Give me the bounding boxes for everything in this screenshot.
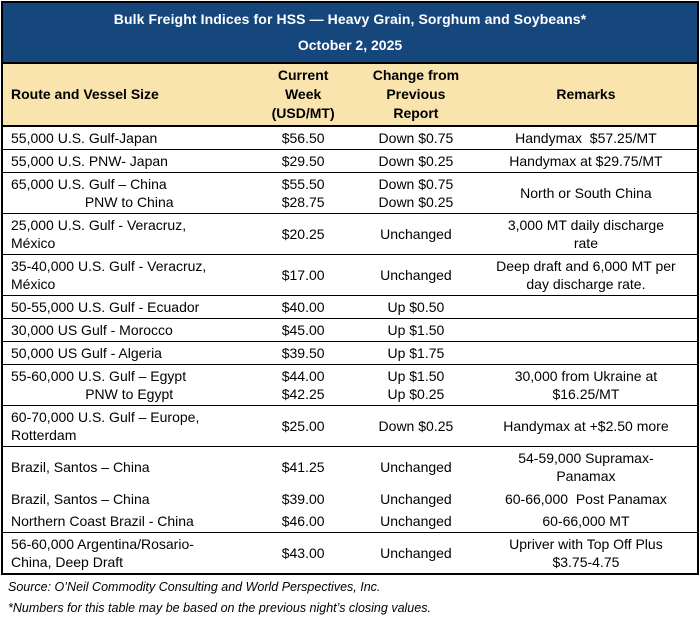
current-week-cell: $39.50 bbox=[281, 345, 325, 361]
remarks-cell: 30,000 from Ukraine at $16.25/MT bbox=[514, 368, 658, 402]
route-subline: PNW to Egypt bbox=[85, 386, 174, 402]
table-row: 50,000 US Gulf - Algeria $39.50 Up $1.75 bbox=[3, 342, 697, 365]
table-row: 50-55,000 U.S. Gulf - Ecuador $40.00 Up $0… bbox=[3, 296, 697, 319]
remarks-cell: 60-66,000 Post Panamax bbox=[504, 490, 667, 507]
table-title-band: Bulk Freight Indices for HSS — Heavy Gra… bbox=[3, 3, 697, 64]
table-row: 35-40,000 U.S. Gulf - Veracruz, México $1… bbox=[3, 255, 697, 296]
route-cell: 55-60,000 U.S. Gulf – Egypt PNW to Egypt bbox=[3, 365, 249, 405]
route-cell: 65,000 U.S. Gulf – China PNW to China bbox=[3, 173, 249, 213]
route-cell: 55,000 U.S. Gulf-Japan bbox=[11, 130, 158, 146]
change-cell: Down $0.25 bbox=[378, 153, 454, 169]
current-week-cell: $56.50 bbox=[281, 130, 325, 146]
remarks-cell: 60-66,000 MT bbox=[542, 513, 630, 529]
route-cell: 56-60,000 Argentina/Rosario- China, Deep… bbox=[11, 536, 194, 570]
table-row: 55-60,000 U.S. Gulf – Egypt PNW to Egypt $… bbox=[3, 365, 697, 406]
change-cell: Unchanged bbox=[380, 545, 452, 561]
change-cell: Down $0.75 Down $0.25 bbox=[378, 176, 454, 210]
table-row: 25,000 U.S. Gulf - Veracruz, México $20.2… bbox=[3, 214, 697, 255]
route-cell: 55,000 U.S. PNW- Japan bbox=[11, 153, 168, 169]
column-header-row: Route and Vessel Size Current Week (USD/… bbox=[3, 64, 697, 127]
column-header-change: Change from Previous Report bbox=[372, 67, 460, 121]
change-cell: Unchanged bbox=[380, 226, 452, 242]
current-week-cell: $17.00 bbox=[281, 267, 325, 283]
route-cell: 60-70,000 U.S. Gulf – Europe, Rotterdam bbox=[11, 409, 200, 443]
footer-notes: Source: O’Neil Commodity Consulting and … bbox=[1, 575, 699, 616]
route-subline: PNW to China bbox=[84, 194, 174, 210]
route-cell: 50,000 US Gulf - Algeria bbox=[11, 345, 162, 361]
table-row: 55,000 U.S. PNW- Japan $29.50 Down $0.25 Ha… bbox=[3, 150, 697, 173]
current-week-cell: $43.00 bbox=[281, 545, 325, 561]
remarks-cell: Handymax at +$2.50 more bbox=[503, 418, 669, 434]
table-row: 60-70,000 U.S. Gulf – Europe, Rotterdam $… bbox=[3, 406, 697, 447]
remarks-cell: Upriver with Top Off Plus $3.75-4.75 bbox=[509, 536, 663, 570]
route-cell: 30,000 US Gulf - Morocco bbox=[11, 322, 173, 338]
table-row: 30,000 US Gulf - Morocco $45.00 Up $1.50 bbox=[3, 319, 697, 342]
table-date: October 2, 2025 bbox=[297, 37, 403, 53]
current-week-cell: $46.00 bbox=[281, 513, 325, 529]
change-cell: Unchanged bbox=[380, 490, 452, 507]
remarks-cell: 3,000 MT daily discharge rate bbox=[507, 217, 665, 251]
change-cell: Up $1.75 bbox=[387, 345, 445, 361]
route-cell: Brazil, Santos – China bbox=[11, 459, 150, 475]
current-week-cell: $39.00 bbox=[281, 490, 325, 507]
route-cell: 50-55,000 U.S. Gulf - Ecuador bbox=[11, 299, 200, 315]
column-header-remarks: Remarks bbox=[556, 86, 616, 102]
route-cell: 25,000 U.S. Gulf - Veracruz, México bbox=[11, 217, 187, 251]
table-row: Brazil, Santos – China $41.25 Unchanged 54-… bbox=[3, 447, 697, 487]
remarks-cell: 54-59,000 Supramax- Panamax bbox=[518, 450, 654, 484]
change-cell: Down $0.25 bbox=[378, 418, 454, 434]
change-cell: Unchanged bbox=[380, 459, 452, 475]
remarks-cell bbox=[475, 342, 697, 364]
source-line: Source: O’Neil Commodity Consulting and … bbox=[8, 580, 381, 594]
remarks-cell bbox=[475, 319, 697, 341]
table-title: Bulk Freight Indices for HSS — Heavy Gra… bbox=[113, 11, 587, 27]
table-row: Brazil, Santos – China $39.00 Unchanged 60-… bbox=[3, 487, 697, 510]
current-week-cell: $20.25 bbox=[281, 226, 325, 242]
freight-indices-table: Bulk Freight Indices for HSS — Heavy Gra… bbox=[1, 1, 699, 575]
current-week-cell: $29.50 bbox=[281, 153, 325, 169]
remarks-cell bbox=[475, 296, 697, 318]
route-cell: Northern Coast Brazil - China bbox=[11, 513, 194, 529]
table-row: 65,000 U.S. Gulf – China PNW to China $55.… bbox=[3, 173, 697, 214]
remarks-cell: Deep draft and 6,000 MT per day discharg… bbox=[496, 258, 676, 292]
current-week-cell: $41.25 bbox=[281, 459, 325, 475]
route-cell: 35-40,000 U.S. Gulf - Veracruz, México bbox=[11, 258, 207, 292]
table-row: 56-60,000 Argentina/Rosario- China, Deep… bbox=[3, 533, 697, 573]
change-cell: Down $0.75 bbox=[378, 130, 454, 146]
change-cell: Unchanged bbox=[380, 513, 452, 529]
change-cell: Up $1.50 Up $0.25 bbox=[387, 368, 445, 402]
column-header-current: Current Week (USD/MT) bbox=[271, 67, 335, 121]
remarks-cell: North or South China bbox=[520, 185, 652, 201]
change-cell: Up $1.50 bbox=[387, 322, 445, 338]
column-header-route: Route and Vessel Size bbox=[11, 86, 159, 102]
current-week-cell: $45.00 bbox=[281, 322, 325, 338]
change-cell: Unchanged bbox=[380, 267, 452, 283]
remarks-cell: Handymax $57.25/MT bbox=[515, 130, 657, 146]
footnote-line: *Numbers for this table may be based on … bbox=[8, 601, 431, 615]
remarks-cell: Handymax at $29.75/MT bbox=[509, 153, 663, 169]
current-week-cell: $25.00 bbox=[281, 418, 325, 434]
current-week-cell: $40.00 bbox=[281, 299, 325, 315]
table-row: Northern Coast Brazil - China $46.00 Uncha… bbox=[3, 510, 697, 533]
change-cell: Up $0.50 bbox=[387, 299, 445, 315]
route-cell: Brazil, Santos – China bbox=[11, 490, 150, 507]
current-week-cell: $55.50 $28.75 bbox=[281, 176, 325, 210]
current-week-cell: $44.00 $42.25 bbox=[281, 368, 325, 402]
table-row: 55,000 U.S. Gulf-Japan $56.50 Down $0.75 Ha… bbox=[3, 127, 697, 150]
table-body: 55,000 U.S. Gulf-Japan $56.50 Down $0.75 Ha… bbox=[3, 127, 697, 573]
